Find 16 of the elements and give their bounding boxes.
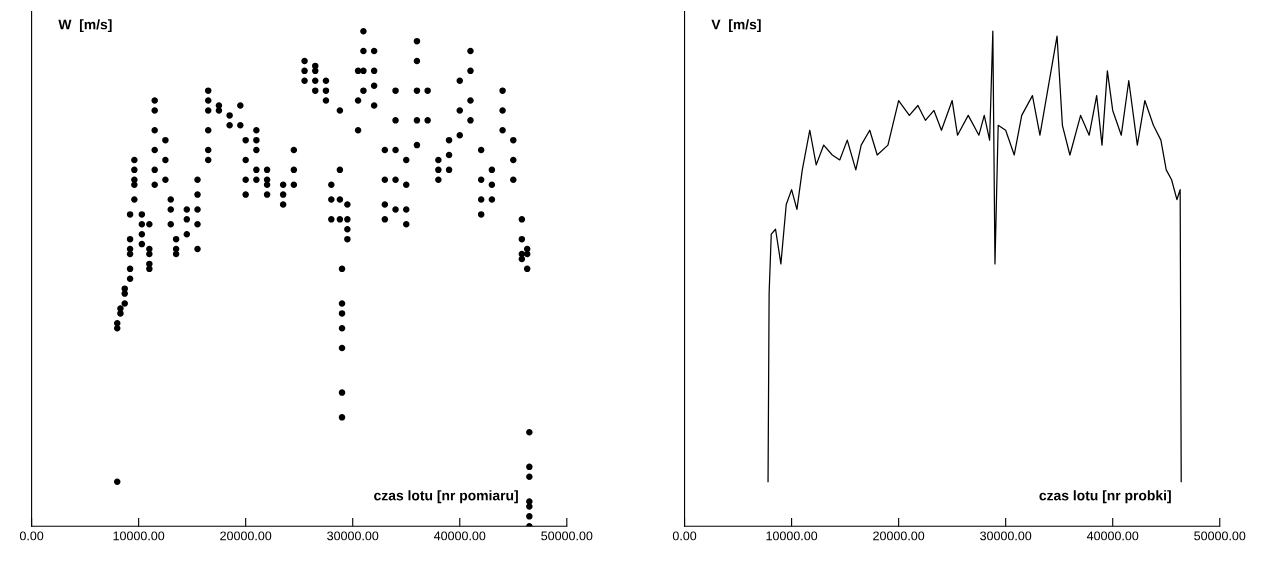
x-tick-label: 0.00	[672, 531, 697, 541]
y-axis-title: W [m/s]	[58, 19, 112, 33]
x-tick-label: 20000.00	[220, 531, 272, 541]
x-tick-label: 10000.00	[766, 531, 818, 541]
x-tick-label: 50000.00	[1194, 531, 1246, 541]
x-tick-label: 10000.00	[113, 531, 165, 541]
y-axis-title: V [m/s]	[711, 19, 761, 33]
x-tick-label: 20000.00	[873, 531, 925, 541]
x-tick-label: 40000.00	[433, 531, 486, 541]
x-tick-label: 50000.00	[541, 531, 593, 541]
x-tick-label: 30000.00	[327, 531, 379, 541]
x-tick-label: 30000.00	[980, 531, 1032, 541]
x-axis-title: czas lotu [nr probki]	[1039, 490, 1171, 504]
x-tick-label: 40000.00	[1086, 531, 1139, 541]
x-tick-label: 0.00	[19, 531, 44, 541]
x-axis-title: czas lotu [nr pomiaru]	[374, 490, 518, 504]
